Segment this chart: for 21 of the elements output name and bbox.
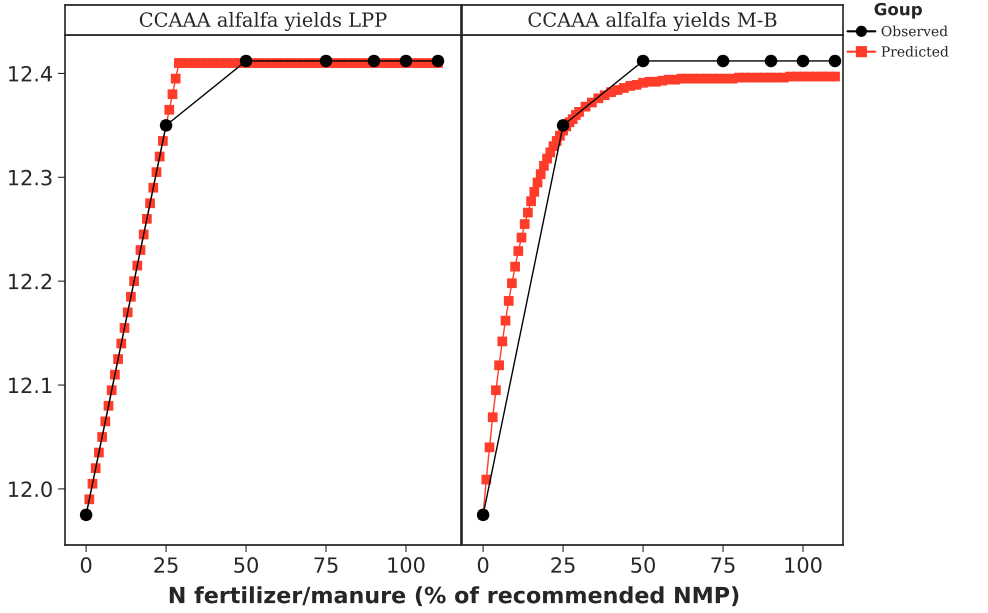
x-axis-title: N fertilizer/manure (% of recommended NMP): [170, 586, 738, 606]
legend-title: Goup: [874, 2, 922, 19]
y-tick-label: 12.2: [9, 274, 52, 290]
legend-label: Predicted: [882, 46, 948, 57]
x-tick-label: 100: [785, 557, 822, 573]
x-tick-label: 75: [711, 557, 734, 573]
y-tick-label: 12.4: [9, 66, 52, 82]
x-tick-label: 25: [551, 557, 575, 573]
y-tick-label: 12.0: [9, 481, 52, 498]
x-tick-label: 0: [80, 557, 92, 573]
chart-title: CCAAA alfalfa yields LPP: [140, 12, 387, 32]
x-tick-label: 100: [388, 557, 424, 573]
x-tick-label: 50: [631, 557, 655, 573]
chart-title: CCAAA alfalfa yields M-B: [528, 12, 776, 32]
y-tick-label: 12.3: [9, 170, 52, 186]
x-tick-label: 50: [234, 557, 258, 573]
x-tick-label: 75: [314, 557, 338, 573]
y-tick-label: 12.1: [9, 377, 52, 393]
legend-label: Observed: [882, 26, 948, 36]
x-tick-label: 25: [154, 557, 178, 573]
x-tick-label: 0: [478, 557, 488, 573]
